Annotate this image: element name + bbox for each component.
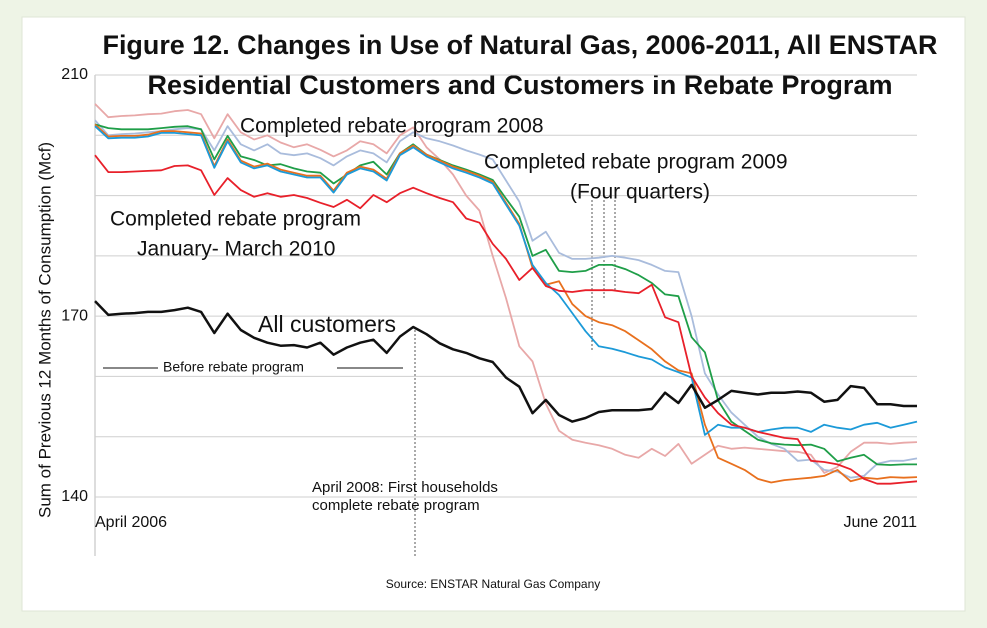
annotation: (Four quarters) xyxy=(570,181,710,204)
series-line xyxy=(94,125,918,436)
x-tick-label: April 2006 xyxy=(95,514,167,531)
annotation: Completed rebate program 2008 xyxy=(240,115,544,138)
y-tick-label: 140 xyxy=(61,488,88,505)
y-axis-label: Sum of Previous 12 Months of Consumption… xyxy=(35,142,54,518)
y-tick-label: 170 xyxy=(61,307,88,324)
x-tick-label: June 2011 xyxy=(843,514,917,531)
series-line xyxy=(94,119,918,479)
annotation: April 2008: First households xyxy=(312,479,498,496)
annotation: January- March 2010 xyxy=(137,238,335,261)
annotation: complete rebate program xyxy=(312,497,480,514)
source: Source: ENSTAR Natural Gas Company xyxy=(386,577,601,591)
y-tick-label: 210 xyxy=(61,66,88,83)
annotation: All customers xyxy=(258,311,396,337)
series-line xyxy=(94,123,918,484)
annotation: Completed rebate program xyxy=(110,208,361,231)
series-line xyxy=(94,154,918,485)
series-line xyxy=(94,103,918,474)
annotation: Completed rebate program 2009 xyxy=(484,151,788,174)
annotation: Before rebate program xyxy=(163,359,304,375)
panel xyxy=(21,16,966,612)
series-line xyxy=(94,300,917,423)
chart-title: Figure 12. Changes in Use of Natural Gas… xyxy=(103,30,938,60)
series-line xyxy=(94,123,917,466)
